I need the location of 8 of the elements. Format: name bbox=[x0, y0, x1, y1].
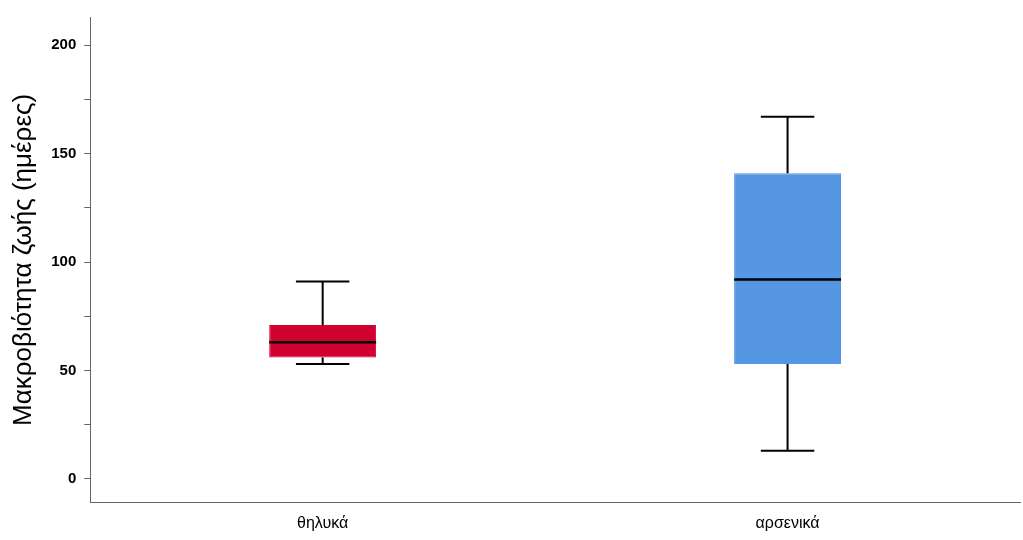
x-tick-label: θηλυκά bbox=[297, 513, 349, 531]
y-tick-label: 50 bbox=[59, 360, 77, 378]
x-tick-label: αρσενικά bbox=[755, 513, 820, 531]
y-tick-label: 0 bbox=[67, 469, 77, 487]
y-tick-label: 200 bbox=[51, 35, 77, 53]
y-axis-title: Μακροβιότητα ζωής (ημέρες) bbox=[6, 93, 37, 426]
y-tick-label: 150 bbox=[51, 143, 77, 161]
y-tick-label: 100 bbox=[51, 252, 77, 270]
